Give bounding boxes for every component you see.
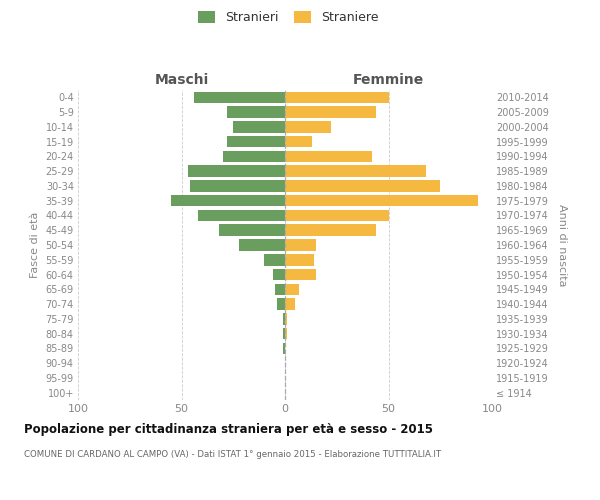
Bar xyxy=(198,210,285,221)
Bar xyxy=(285,150,372,162)
Bar xyxy=(285,328,287,340)
Bar xyxy=(285,166,426,177)
Bar xyxy=(283,328,285,340)
Bar xyxy=(285,284,299,295)
Bar xyxy=(285,298,295,310)
Bar xyxy=(272,269,285,280)
Bar xyxy=(285,313,287,324)
Bar xyxy=(171,195,285,206)
Legend: Stranieri, Straniere: Stranieri, Straniere xyxy=(195,8,381,26)
Bar xyxy=(190,180,285,192)
Bar xyxy=(285,269,316,280)
Bar xyxy=(277,298,285,310)
Bar xyxy=(188,166,285,177)
Bar xyxy=(285,106,376,118)
Bar xyxy=(285,210,389,221)
Bar xyxy=(285,254,314,266)
Bar xyxy=(239,239,285,251)
Bar xyxy=(283,342,285,354)
Bar xyxy=(223,150,285,162)
Bar xyxy=(265,254,285,266)
Bar xyxy=(283,313,285,324)
Text: Femmine: Femmine xyxy=(353,74,424,88)
Bar xyxy=(194,92,285,103)
Y-axis label: Anni di nascita: Anni di nascita xyxy=(557,204,568,286)
Y-axis label: Fasce di età: Fasce di età xyxy=(30,212,40,278)
Text: Popolazione per cittadinanza straniera per età e sesso - 2015: Popolazione per cittadinanza straniera p… xyxy=(24,422,433,436)
Bar xyxy=(285,180,440,192)
Text: COMUNE DI CARDANO AL CAMPO (VA) - Dati ISTAT 1° gennaio 2015 - Elaborazione TUTT: COMUNE DI CARDANO AL CAMPO (VA) - Dati I… xyxy=(24,450,441,459)
Bar xyxy=(227,136,285,147)
Bar xyxy=(233,121,285,132)
Bar xyxy=(285,239,316,251)
Bar xyxy=(285,224,376,236)
Bar xyxy=(285,92,389,103)
Bar xyxy=(285,136,312,147)
Bar xyxy=(227,106,285,118)
Bar xyxy=(219,224,285,236)
Text: Maschi: Maschi xyxy=(154,74,209,88)
Bar xyxy=(285,121,331,132)
Bar xyxy=(285,195,478,206)
Bar xyxy=(275,284,285,295)
